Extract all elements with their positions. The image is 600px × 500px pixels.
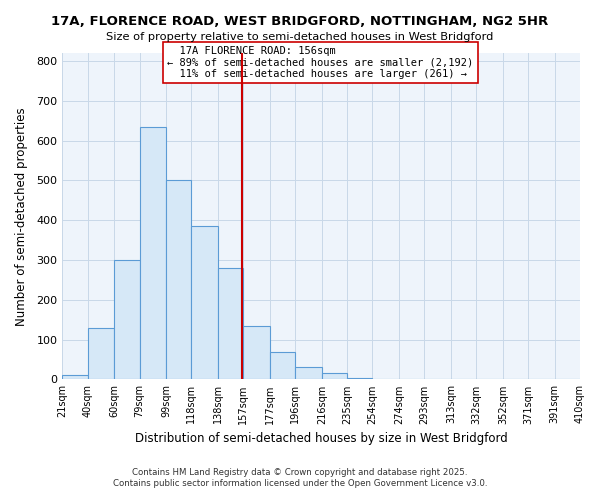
Text: 17A FLORENCE ROAD: 156sqm
← 89% of semi-detached houses are smaller (2,192)
  11: 17A FLORENCE ROAD: 156sqm ← 89% of semi-…	[167, 46, 474, 79]
Bar	[295, 368, 322, 380]
Bar	[140, 126, 166, 380]
Bar	[114, 260, 140, 380]
Bar	[270, 352, 295, 380]
X-axis label: Distribution of semi-detached houses by size in West Bridgford: Distribution of semi-detached houses by …	[135, 432, 508, 445]
Bar	[62, 376, 88, 380]
Text: Size of property relative to semi-detached houses in West Bridgford: Size of property relative to semi-detach…	[106, 32, 494, 42]
Bar	[347, 378, 373, 380]
Bar	[88, 328, 114, 380]
Bar	[191, 226, 218, 380]
Text: Contains HM Land Registry data © Crown copyright and database right 2025.
Contai: Contains HM Land Registry data © Crown c…	[113, 468, 487, 487]
Text: 17A, FLORENCE ROAD, WEST BRIDGFORD, NOTTINGHAM, NG2 5HR: 17A, FLORENCE ROAD, WEST BRIDGFORD, NOTT…	[52, 15, 548, 28]
Bar	[166, 180, 191, 380]
Y-axis label: Number of semi-detached properties: Number of semi-detached properties	[15, 107, 28, 326]
Bar	[218, 268, 244, 380]
Bar	[322, 374, 347, 380]
Bar	[244, 326, 270, 380]
